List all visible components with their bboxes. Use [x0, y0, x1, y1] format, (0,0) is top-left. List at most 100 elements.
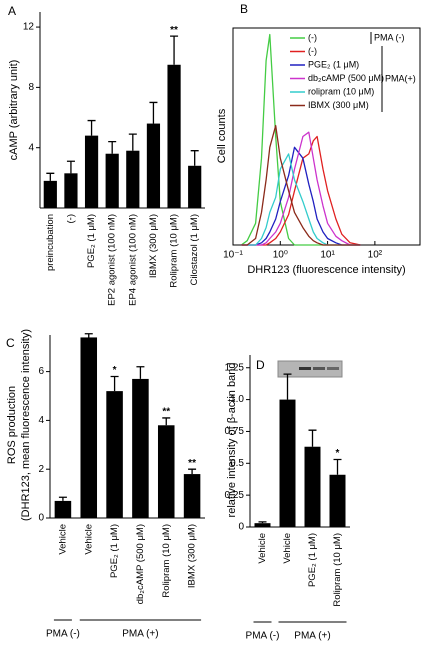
y-tick-label: 0.25 — [225, 490, 245, 501]
blot-inset — [277, 360, 343, 378]
significance: ** — [162, 407, 170, 418]
x-tick-label: IBMX (300 μM) — [148, 214, 159, 278]
y-tick-label: 4 — [38, 415, 44, 426]
x-tick-label: EP2 agonist (100 nM) — [107, 214, 118, 306]
y-axis-label: (DHR123, mean fluorescence intensity) — [20, 329, 32, 521]
bar — [167, 64, 181, 209]
bar — [126, 150, 140, 208]
x-tick-label: Rolipram (10 μM) — [161, 524, 172, 598]
group-label: PMA (-) — [246, 631, 280, 642]
group-label: PMA (+) — [294, 631, 330, 642]
y-tick-label: 2 — [38, 464, 44, 475]
x-tick-label: PGE₂ (1 μM) — [307, 533, 318, 587]
y-tick-label: 0 — [238, 522, 244, 533]
error-bar — [110, 375, 119, 392]
error-bar — [108, 141, 117, 154]
error-bar — [258, 521, 267, 524]
x-tick-label: Cilostazol (1 μM) — [189, 214, 200, 285]
error-bar — [162, 417, 171, 426]
error-bar — [333, 458, 342, 475]
error-bar — [190, 150, 199, 166]
error-bar — [87, 119, 96, 136]
y-axis-label: cAMP (arbitrary unit) — [8, 60, 20, 161]
y-tick-label: 12 — [23, 22, 35, 33]
y-tick-label: 0 — [38, 513, 44, 524]
bar — [329, 474, 346, 527]
bar — [132, 378, 149, 518]
y-tick-label: 0.5 — [230, 458, 244, 469]
panel-label: C — [6, 336, 15, 350]
bar — [254, 523, 271, 527]
bar — [157, 425, 175, 518]
x-tick-label: EP4 agonist (100 nM) — [127, 214, 138, 306]
legend-label: rolipram (10 μM) — [308, 86, 374, 96]
bar — [54, 500, 72, 518]
bar — [106, 391, 123, 518]
blot-band — [327, 367, 339, 370]
x-tick-label: IBMX (300 μM) — [187, 524, 198, 588]
x-tick-label: 10⁰ — [273, 250, 288, 261]
bar — [43, 180, 57, 208]
bar — [64, 173, 78, 208]
error-bar — [149, 101, 158, 124]
x-axis-label: DHR123 (fluorescence intensity) — [247, 264, 405, 276]
error-bar — [46, 172, 55, 181]
significance: ** — [188, 458, 196, 469]
panel-label: A — [8, 4, 16, 18]
significance: * — [113, 365, 117, 376]
x-tick-label: preincubation — [45, 214, 56, 271]
x-tick-label: PGE₂ (1 μM) — [86, 214, 97, 268]
bar — [304, 446, 321, 527]
x-tick-label: Vehicle — [83, 524, 94, 555]
legend-label: PGE₂ (1 μM) — [308, 59, 359, 69]
legend-group: PMA (-) — [374, 32, 405, 42]
y-tick-label: 0.75 — [225, 426, 245, 437]
bar — [188, 165, 202, 208]
error-bar — [128, 133, 137, 151]
bar — [84, 135, 99, 208]
x-tick-label: Vehicle — [57, 524, 68, 555]
y-tick-label: 1.0 — [230, 394, 244, 405]
y-axis-label: relative intensity of β-actin band — [226, 363, 238, 518]
x-tick-label: db₂cAMP (500 μM) — [135, 524, 146, 604]
group-label: PMA (+) — [122, 629, 158, 640]
legend-label: (-) — [308, 46, 317, 56]
x-tick-label: Rolipram (10 μM) — [169, 214, 180, 288]
error-bar — [136, 366, 145, 379]
blot-band — [313, 367, 325, 370]
blot-band — [299, 367, 311, 370]
x-tick-label: 10¹ — [320, 250, 335, 261]
legend-group: PMA(+) — [385, 73, 416, 83]
histogram-line — [241, 124, 361, 246]
x-tick-label: 10⁻¹ — [223, 250, 243, 261]
x-tick-label: Vehicle — [257, 533, 268, 564]
significance: ** — [170, 25, 178, 36]
x-tick-label: 10² — [368, 250, 383, 261]
error-bar — [188, 468, 197, 475]
bar — [105, 153, 119, 208]
panel-label: D — [256, 358, 265, 372]
x-tick-label: PGE₂ (1 μM) — [109, 524, 120, 578]
error-bar — [170, 35, 179, 65]
x-tick-label: Vehicle — [282, 533, 293, 564]
bar — [279, 399, 296, 527]
error-bar — [84, 333, 93, 338]
y-axis-label: Cell counts — [216, 108, 228, 163]
y-axis-label: ROS production — [6, 386, 18, 464]
significance: * — [336, 448, 340, 459]
legend-label: (-) — [308, 32, 317, 42]
x-tick-label: Rolipram (10 μM) — [332, 533, 343, 607]
panel-label: B — [240, 2, 248, 16]
bar — [146, 123, 161, 208]
bar — [183, 474, 201, 518]
x-tick-label: (-) — [65, 214, 76, 224]
error-bar — [283, 373, 292, 400]
y-tick-label: 6 — [38, 366, 44, 377]
legend-label: IBMX (300 μM) — [308, 100, 369, 110]
group-label: PMA (-) — [46, 629, 80, 640]
error-bar — [66, 160, 75, 174]
error-bar — [308, 429, 317, 447]
histogram-line — [241, 131, 361, 246]
y-tick-label: 1.25 — [225, 362, 245, 373]
